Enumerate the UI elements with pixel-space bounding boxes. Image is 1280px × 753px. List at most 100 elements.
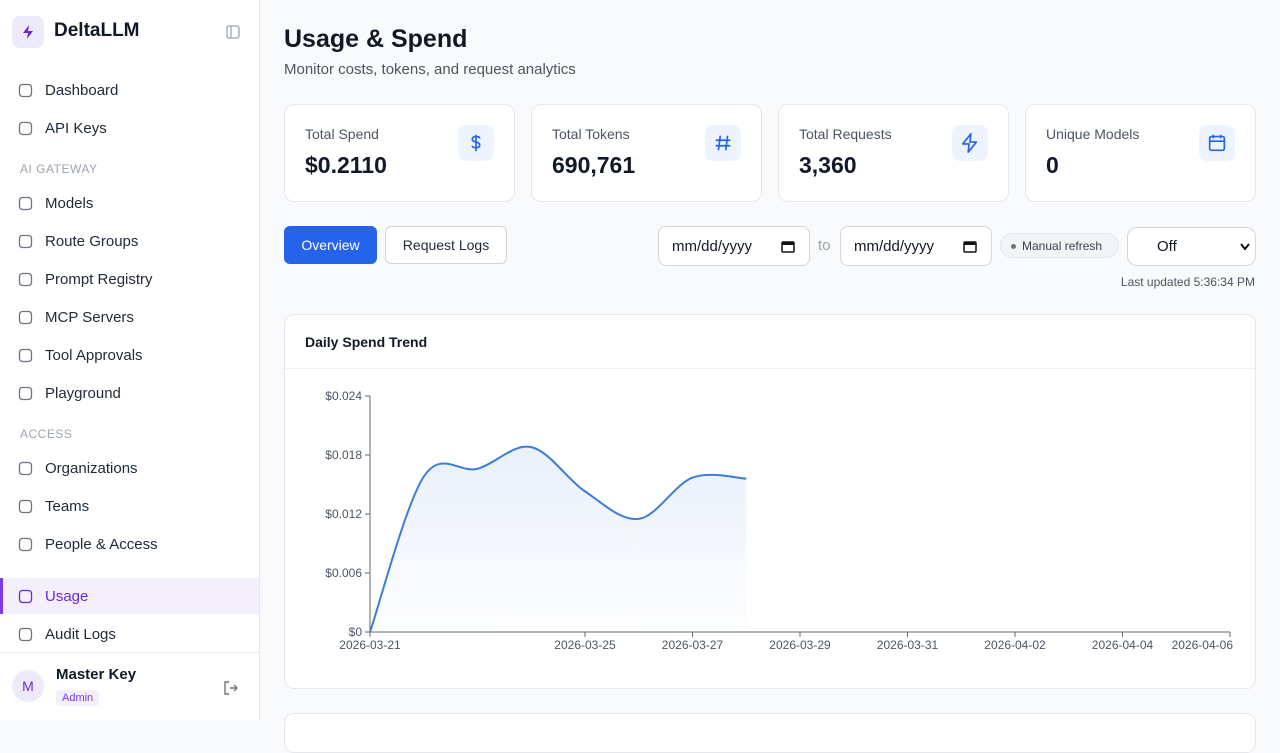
nav-label: Playground (45, 384, 121, 402)
date-placeholder: mm/dd/yyyy (672, 237, 753, 255)
nav-label: Models (45, 194, 94, 212)
date-from[interactable]: mm/dd/yyyy (658, 226, 810, 266)
y-tick-label: $0.012 (325, 507, 362, 521)
logout-button[interactable] (223, 680, 239, 696)
date-placeholder: mm/dd/yyyy (854, 237, 935, 255)
stat-label: Unique Models (1046, 126, 1140, 142)
stat-value: 0 (1046, 152, 1059, 178)
sidebar: DeltaLLM Dashboard API Keys AI GATEWAY Mode… (0, 0, 260, 720)
page-subtitle: Monitor costs, tokens, and request analy… (284, 61, 576, 78)
role-badge: Admin (56, 690, 100, 706)
y-tick-label: $0.024 (325, 389, 362, 403)
nav-item[interactable]: Dashboard (0, 71, 259, 109)
stat-label: Total Requests (799, 126, 892, 142)
nav-item[interactable]: API Keys (0, 109, 259, 147)
select-value: Off (1157, 238, 1177, 255)
x-tick-label: 2026-04-04 (1092, 638, 1154, 652)
nav-icon (18, 234, 33, 248)
nav-item[interactable]: Organizations (0, 449, 259, 487)
nav-heading: AI GATEWAY (20, 162, 98, 176)
nav-icon (18, 272, 33, 286)
nav-item[interactable]: People & Access (0, 525, 259, 563)
nav-spacer (0, 563, 259, 578)
refresh-text: Manual refresh (1022, 238, 1103, 253)
nav-label: MCP Servers (45, 308, 134, 326)
x-tick-label: 2026-03-21 (339, 638, 401, 652)
x-tick-label: 2026-04-02 (984, 638, 1046, 652)
x-tick-label: 2026-03-31 (877, 638, 939, 652)
calendar-icon (781, 241, 795, 253)
nav-item[interactable]: Playground (0, 374, 259, 412)
nav-icon (18, 589, 33, 603)
nav-label: Audit Logs (45, 625, 116, 643)
nav-icon (18, 386, 33, 400)
nav-icon (18, 499, 33, 513)
brand-icon (12, 16, 44, 48)
calendar-icon (963, 241, 977, 253)
nav-icon (18, 310, 33, 324)
stat-icon (458, 125, 494, 161)
y-tick-label: $0.006 (325, 566, 362, 580)
icon (471, 134, 481, 152)
nav-label: Dashboard (45, 81, 119, 99)
nav-item[interactable]: Prompt Registry (0, 260, 259, 298)
nav-item[interactable]: MCP Servers (0, 298, 259, 336)
brand-name: DeltaLLM (54, 20, 140, 41)
nav-icon (18, 121, 33, 135)
stat-value: $0.2110 (305, 152, 387, 178)
nav-label: Route Groups (45, 232, 139, 250)
icon (1208, 134, 1226, 152)
user-panel: M Master Key Admin (0, 652, 259, 720)
stat-card: Total Tokens 690,761 (531, 104, 762, 202)
next-card (284, 713, 1256, 753)
nav-icon (18, 348, 33, 362)
y-tick-label: $0 (349, 625, 363, 639)
page-title: Usage & Spend (284, 25, 468, 53)
y-tick-label: $0.018 (325, 448, 362, 462)
divider (285, 368, 1255, 369)
refresh-badge: Manual refresh (1000, 233, 1119, 258)
nav-item[interactable]: Models (0, 184, 259, 222)
chart-title: Daily Spend Trend (305, 334, 428, 350)
x-tick-label: 2026-03-27 (662, 638, 724, 652)
nav-item[interactable]: Teams (0, 487, 259, 525)
nav-label: Tool Approvals (45, 346, 143, 364)
nav-icon (18, 627, 33, 641)
nav-item[interactable]: Usage (0, 578, 259, 614)
area (370, 446, 747, 632)
nav-label: People & Access (45, 535, 158, 553)
user-name: Master Key (56, 666, 137, 683)
stat-label: Total Spend (305, 126, 379, 142)
line (369, 445, 747, 633)
nav-label: Usage (45, 587, 89, 605)
x-tick-label: 2026-03-29 (769, 638, 831, 652)
x-tick-label: 2026-04-06 (1172, 638, 1234, 652)
stat-card: Unique Models 0 (1025, 104, 1256, 202)
stat-icon (1199, 125, 1235, 161)
stat-icon (952, 125, 988, 161)
nav: Dashboard API Keys AI GATEWAY Models Route G… (0, 71, 259, 652)
x-tick-label: 2026-03-25 (554, 638, 616, 652)
status-dot (1011, 244, 1016, 249)
tab-overview[interactable]: Overview (284, 226, 377, 264)
nav-item[interactable]: Audit Logs (0, 615, 259, 652)
date-separator: to (818, 237, 831, 254)
nav-item[interactable]: Route Groups (0, 222, 259, 260)
nav-icon (18, 461, 33, 475)
tab-request-logs[interactable]: Request Logs (385, 226, 507, 264)
stat-label: Total Tokens (552, 126, 630, 142)
date-to[interactable]: mm/dd/yyyy (840, 226, 992, 266)
collapse-button[interactable] (226, 25, 240, 39)
stat-icon (705, 125, 741, 161)
nav-heading: ACCESS (20, 427, 73, 441)
nav-icon (18, 83, 33, 97)
nav-icon (18, 537, 33, 551)
stat-card: Total Spend $0.2110 (284, 104, 515, 202)
nav-label: Teams (45, 497, 90, 515)
nav-item[interactable]: Tool Approvals (0, 336, 259, 374)
refresh-select[interactable]: Off (1127, 227, 1256, 266)
nav-label: API Keys (45, 119, 107, 137)
stat-value: 690,761 (552, 152, 636, 178)
